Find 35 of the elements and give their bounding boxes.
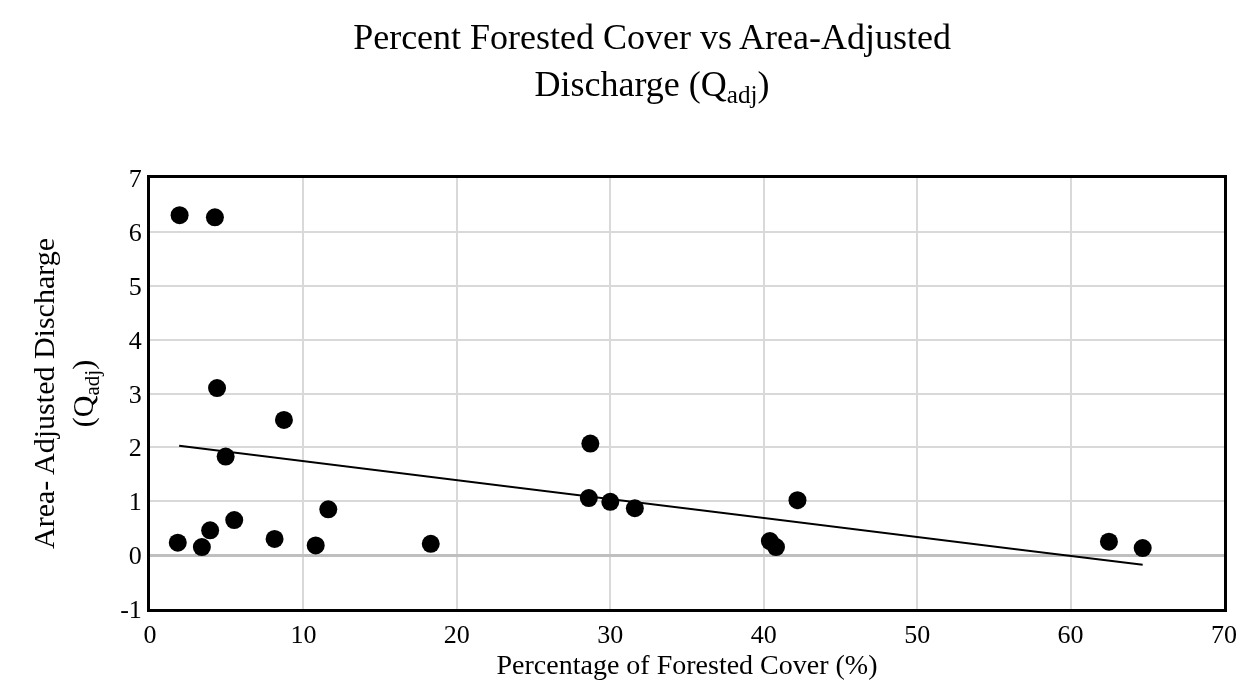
- y-tick-label: -1: [120, 595, 142, 625]
- point: [421, 534, 440, 553]
- y-tick-label: 0: [128, 541, 142, 571]
- point: [265, 529, 284, 548]
- point: [274, 410, 293, 429]
- x-axis-title: Percentage of Forested Cover (%): [496, 649, 878, 681]
- point: [306, 536, 325, 555]
- y-tick-label: 7: [128, 164, 142, 194]
- chart-title: Percent Forested Cover vs Area-Adjusted Discharge (Q$_{adj}$): [353, 16, 952, 109]
- x-tick-label: 30: [597, 620, 624, 650]
- point: [1099, 532, 1118, 551]
- y-tick-label: 1: [128, 487, 142, 517]
- y-tick-label: 4: [128, 325, 142, 355]
- point: [767, 538, 785, 557]
- x-tick-label: 70: [1211, 620, 1237, 650]
- point: [201, 521, 220, 540]
- x-tick-label: 10: [290, 620, 317, 650]
- y-tick-label: 3: [128, 379, 142, 409]
- point: [168, 533, 187, 552]
- point: [1133, 539, 1152, 558]
- point: [205, 208, 224, 227]
- x-tick-label: 60: [1057, 620, 1084, 650]
- point: [788, 491, 807, 510]
- y-tick-label: 2: [128, 433, 142, 463]
- x-tick-label: 40: [750, 620, 777, 650]
- x-tick-label: 50: [904, 620, 931, 650]
- point: [225, 511, 244, 530]
- point: [192, 538, 211, 557]
- point: [581, 434, 600, 453]
- y-tick-label: 5: [128, 271, 142, 301]
- point: [208, 379, 227, 398]
- y-tick-label: 6: [128, 217, 142, 247]
- point: [170, 206, 189, 225]
- point: [319, 500, 338, 519]
- x-tick-label: 20: [443, 620, 470, 650]
